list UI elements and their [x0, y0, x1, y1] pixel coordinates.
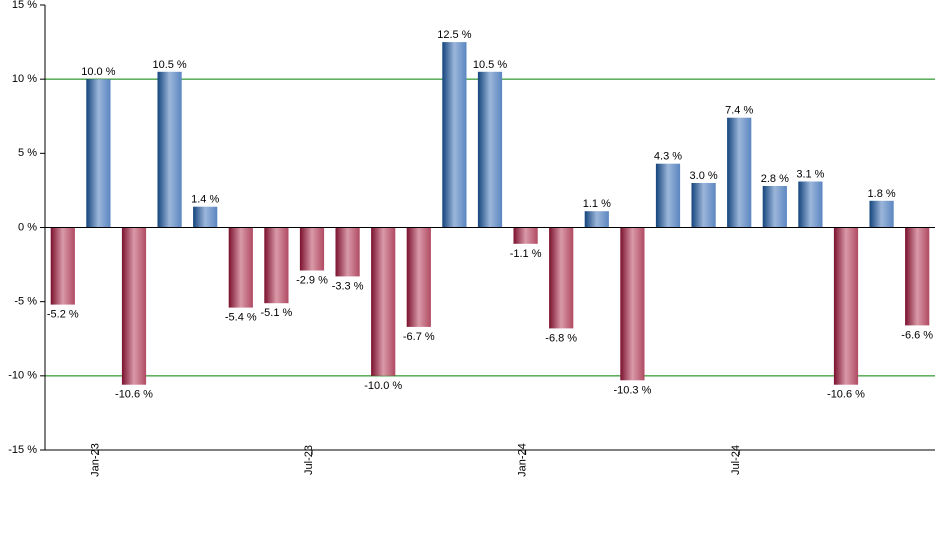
bar: [371, 228, 395, 376]
bar: [442, 42, 466, 227]
y-tick-label: -10 %: [8, 370, 37, 382]
bar: [798, 182, 822, 228]
bar: [834, 228, 858, 385]
y-tick-label: 0 %: [18, 221, 37, 233]
x-tick-label: Jan-23: [89, 443, 101, 477]
bar-label: 3.0 %: [690, 170, 718, 182]
bar: [51, 228, 75, 305]
bar-label: 12.5 %: [437, 29, 471, 41]
bar-label: -10.6 %: [115, 389, 153, 401]
bar-label: -1.1 %: [510, 248, 542, 260]
bar: [692, 183, 716, 228]
bar: [300, 228, 324, 271]
bar: [229, 228, 253, 308]
bar-label: -10.6 %: [827, 389, 865, 401]
bar-label: -6.7 %: [403, 331, 435, 343]
bar: [870, 201, 894, 228]
bar-label: 10.5 %: [473, 59, 507, 71]
bar-label: 2.8 %: [761, 173, 789, 185]
bar-label: -10.0 %: [364, 380, 402, 392]
bar: [193, 207, 217, 228]
y-tick-label: 15 %: [12, 0, 37, 11]
bar-label: -5.2 %: [47, 309, 79, 321]
bar: [763, 186, 787, 228]
bar-label: -5.4 %: [225, 312, 257, 324]
bar: [407, 228, 431, 327]
bar-label: 3.1 %: [796, 169, 824, 181]
y-tick-label: -15 %: [8, 444, 37, 456]
bar-label: 1.1 %: [583, 198, 611, 210]
bar-label: 10.5 %: [152, 59, 186, 71]
bar: [86, 79, 110, 227]
x-tick-label: Jul-23: [303, 445, 315, 475]
bar: [514, 228, 538, 244]
x-tick-label: Jan-24: [517, 443, 529, 477]
bar: [620, 228, 644, 381]
bar: [122, 228, 146, 385]
bar: [336, 228, 360, 277]
bar: [478, 72, 502, 228]
y-tick-label: 5 %: [18, 147, 37, 159]
bar: [549, 228, 573, 329]
bar: [158, 72, 182, 228]
bar: [905, 228, 929, 326]
bar-label: -6.8 %: [545, 332, 577, 344]
bar-label: 4.3 %: [654, 151, 682, 163]
bar-label: -10.3 %: [613, 384, 651, 396]
y-tick-label: -5 %: [14, 296, 37, 308]
bar-label: -6.6 %: [901, 329, 933, 341]
percent-bar-chart: -5.2 % 10.0 % -10.6 % 10.5 % 1.4 % -5.4 % -5.1…: [0, 0, 940, 550]
bar: [656, 164, 680, 228]
bar-label: 1.4 %: [191, 194, 219, 206]
bar-label: 7.4 %: [725, 105, 753, 117]
bar-label: -3.3 %: [332, 280, 364, 292]
x-tick-label: Jul-24: [730, 445, 742, 475]
y-tick-label: 10 %: [12, 73, 37, 85]
bar-label: 1.8 %: [868, 188, 896, 200]
bar-label: -5.1 %: [261, 307, 293, 319]
bar: [585, 211, 609, 227]
bar: [727, 118, 751, 228]
bar-label: -2.9 %: [296, 275, 328, 287]
bar-label: 10.0 %: [81, 66, 115, 78]
bar: [264, 228, 288, 304]
